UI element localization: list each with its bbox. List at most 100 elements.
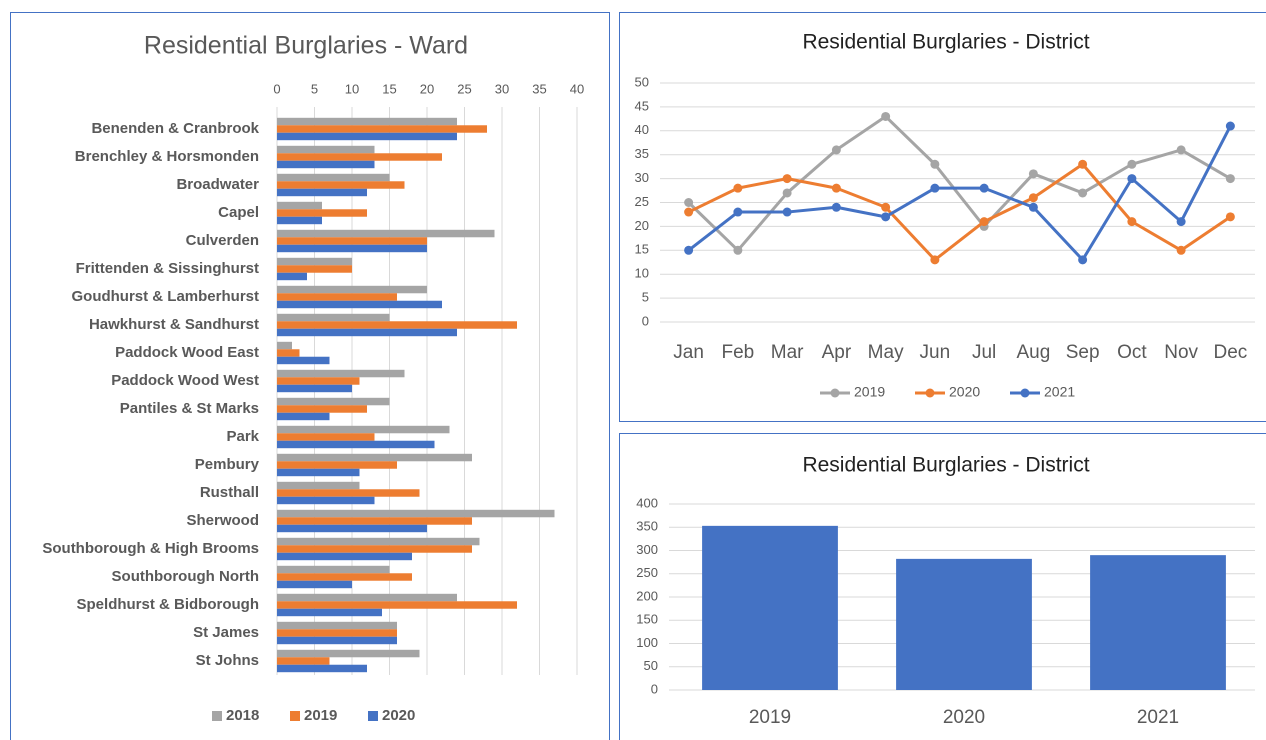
x-tick-label: Apr — [822, 342, 852, 363]
x-tick-label: Sep — [1066, 342, 1100, 363]
bar — [277, 601, 517, 609]
point — [1225, 174, 1235, 184]
legend-label: 2020 — [949, 384, 980, 400]
point — [684, 245, 694, 255]
bar — [702, 525, 838, 690]
y-tick-label: Sherwood — [186, 512, 259, 529]
point — [1225, 121, 1235, 131]
legend-label: 2021 — [1044, 384, 1075, 400]
y-tick-label: 400 — [636, 495, 658, 510]
bar — [277, 405, 367, 413]
bar — [277, 321, 517, 329]
bar — [277, 328, 457, 337]
point — [733, 245, 743, 255]
point — [1225, 212, 1235, 222]
line-series — [687, 114, 1232, 252]
line-series — [687, 125, 1232, 262]
point — [831, 202, 841, 212]
y-tick-label: Paddock Wood East — [115, 344, 259, 361]
bar — [277, 265, 352, 273]
bar — [277, 384, 352, 393]
y-tick-label: 300 — [636, 542, 658, 557]
bar — [277, 313, 390, 322]
y-tick-label: 0 — [642, 313, 649, 328]
y-tick-label: 350 — [636, 519, 658, 534]
line-series — [687, 162, 1232, 262]
x-tick-label: Aug — [1016, 342, 1050, 363]
y-tick-label: 45 — [635, 98, 649, 113]
point — [831, 145, 841, 155]
point — [1176, 217, 1186, 227]
bar — [277, 209, 367, 217]
x-tick-label: May — [868, 342, 904, 363]
bar — [277, 201, 322, 210]
point — [930, 183, 940, 193]
bar — [277, 257, 352, 266]
y-tick-label: Goudhurst & Lamberhurst — [71, 288, 259, 305]
y-tick-label: 5 — [642, 290, 649, 305]
bar — [277, 341, 292, 350]
bar — [277, 545, 472, 553]
x-tick-label: 25 — [457, 81, 471, 96]
y-tick-label: Culverden — [186, 232, 259, 249]
bar — [277, 300, 442, 309]
y-tick-label: Southborough & High Brooms — [42, 540, 259, 557]
bar — [277, 216, 322, 225]
point — [1078, 188, 1088, 198]
bar — [277, 229, 495, 238]
bar — [277, 565, 390, 574]
point — [733, 207, 743, 217]
y-tick-label: 35 — [635, 146, 649, 161]
bar — [277, 145, 375, 154]
point — [1176, 245, 1186, 255]
x-tick-label: 30 — [495, 81, 509, 96]
x-tick-label: Feb — [722, 342, 755, 363]
bar — [277, 440, 435, 449]
chart-title: Residential Burglaries - District — [802, 31, 1089, 54]
legend-label: 2018 — [226, 707, 259, 724]
y-tick-label: Paddock Wood West — [111, 372, 259, 389]
x-tick-label: Jan — [673, 342, 704, 363]
legend-swatch — [368, 711, 378, 721]
y-tick-label: 200 — [636, 588, 658, 603]
bar — [277, 377, 360, 385]
bar — [277, 489, 420, 497]
y-tick-label: 10 — [635, 266, 649, 281]
point — [831, 183, 841, 193]
legend-label: 2019 — [854, 384, 885, 400]
point — [782, 188, 792, 198]
bar — [277, 524, 427, 533]
point — [1176, 145, 1186, 155]
bar — [277, 237, 427, 245]
point — [782, 174, 792, 184]
y-tick-label: 50 — [635, 74, 649, 89]
bar — [277, 608, 382, 617]
y-tick-label: 0 — [651, 681, 658, 696]
point — [684, 198, 694, 207]
bar — [277, 509, 555, 518]
bar — [277, 285, 427, 294]
x-tick-label: Mar — [771, 342, 804, 363]
bar — [277, 552, 412, 561]
bar — [277, 188, 367, 197]
x-tick-label: 5 — [311, 81, 318, 96]
x-tick-label: 2020 — [943, 707, 985, 728]
bar — [277, 580, 352, 589]
point — [1078, 159, 1088, 169]
bar — [277, 369, 405, 378]
bar — [277, 173, 390, 182]
legend-marker — [925, 388, 935, 398]
y-tick-label: 20 — [635, 218, 649, 233]
bar — [277, 153, 442, 161]
x-tick-label: Jun — [920, 342, 951, 363]
y-tick-label: Frittenden & Sissinghurst — [76, 260, 259, 277]
point — [1028, 202, 1038, 212]
point — [684, 207, 694, 217]
x-tick-label: 35 — [532, 81, 546, 96]
x-tick-label: 2021 — [1137, 707, 1179, 728]
bar — [277, 125, 487, 133]
panel-border — [10, 12, 610, 740]
point — [733, 183, 743, 193]
bar — [277, 468, 360, 477]
